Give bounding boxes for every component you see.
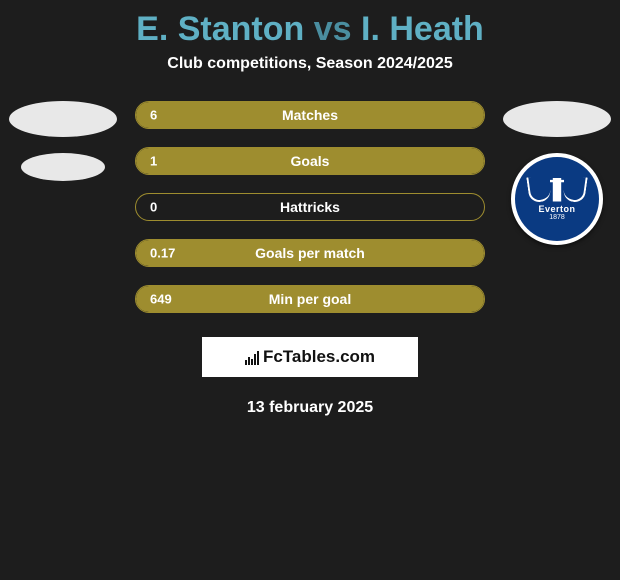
right-side: Everton 1878 (503, 101, 611, 245)
player1-avatar-placeholder (9, 101, 117, 137)
tower-icon (550, 178, 564, 202)
badge-name: Everton (538, 204, 575, 214)
stat-label: Goals (291, 153, 330, 169)
stat-bars: 6 Matches 1 Goals 0 Hattricks 0.17 Goals per ma… (135, 101, 485, 313)
stat-bar: 0 Hattricks (135, 193, 485, 221)
stat-bar: 6 Matches (135, 101, 485, 129)
content-row: 6 Matches 1 Goals 0 Hattricks 0.17 Goals per ma… (0, 101, 620, 313)
date-text: 13 february 2025 (0, 399, 620, 417)
subtitle: Club competitions, Season 2024/2025 (0, 55, 620, 73)
wreath-right-icon (562, 174, 587, 203)
stat-label: Goals per match (255, 245, 365, 261)
stat-bar: 0.17 Goals per match (135, 239, 485, 267)
badge-year: 1878 (549, 214, 565, 221)
comparison-card: E. Stanton vs I. Heath Club competitions… (0, 0, 620, 580)
vs-text: vs (314, 10, 352, 48)
stat-value: 0 (150, 200, 157, 215)
stat-label: Matches (282, 107, 338, 123)
wreath-left-icon (526, 174, 551, 203)
stat-bar: 1 Goals (135, 147, 485, 175)
player2-avatar-placeholder (503, 101, 611, 137)
bar-chart-icon (245, 349, 259, 365)
everton-badge: Everton 1878 (511, 153, 603, 245)
brand-box: FcTables.com (202, 337, 418, 377)
player2-name: I. Heath (361, 10, 484, 48)
stat-value: 649 (150, 292, 172, 307)
stat-value: 0.17 (150, 246, 175, 261)
stat-label: Hattricks (280, 199, 340, 215)
player1-name: E. Stanton (136, 10, 304, 48)
title-row: E. Stanton vs I. Heath (0, 0, 620, 55)
stat-label: Min per goal (269, 291, 351, 307)
stat-value: 6 (150, 108, 157, 123)
brand-text: FcTables.com (263, 347, 375, 367)
player1-club-placeholder (21, 153, 105, 181)
stat-bar: 649 Min per goal (135, 285, 485, 313)
left-side (9, 101, 117, 181)
stat-value: 1 (150, 154, 157, 169)
